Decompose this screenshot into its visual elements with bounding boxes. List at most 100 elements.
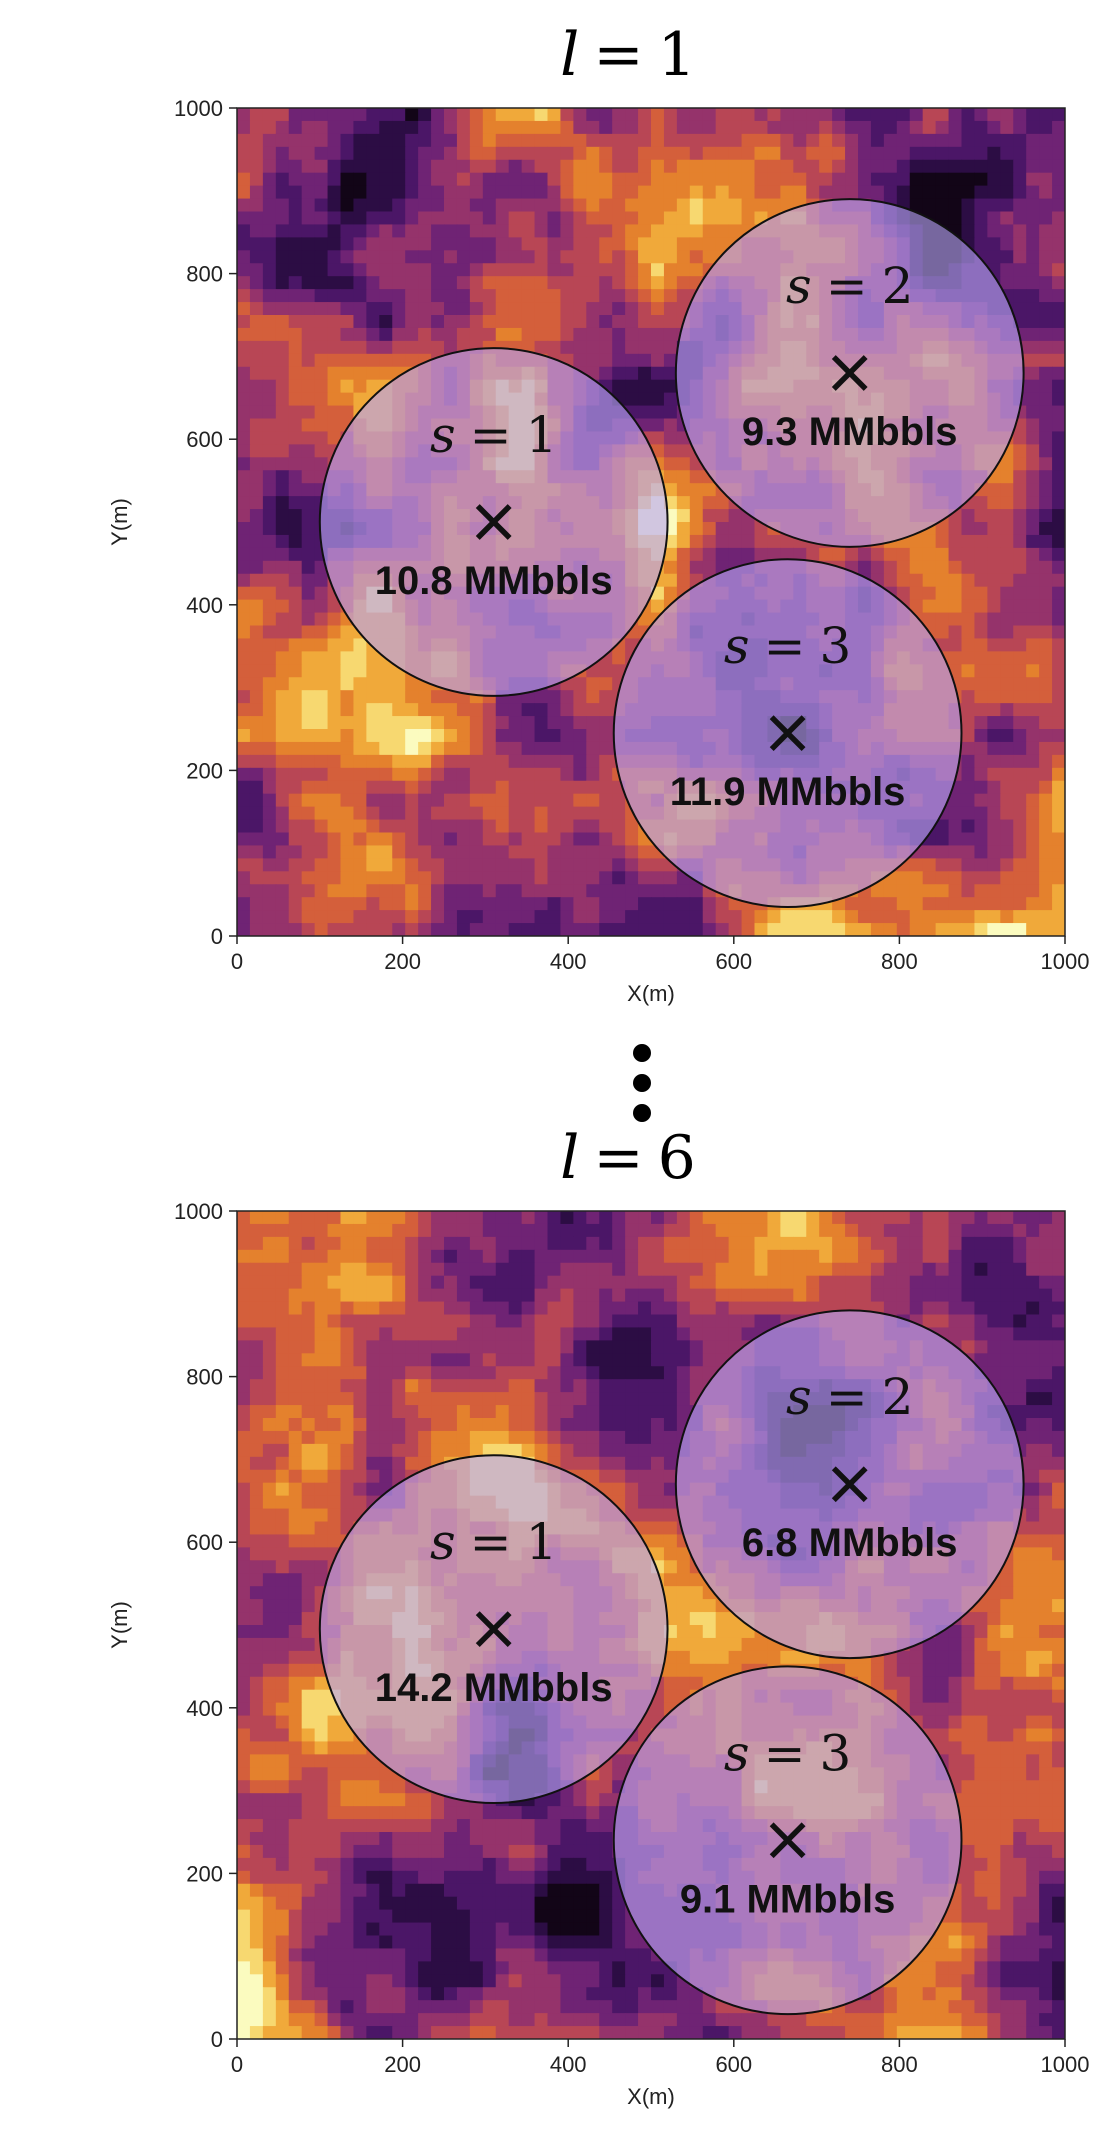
heatmap-cell (508, 1262, 523, 1277)
heatmap-cell (948, 1314, 963, 1328)
heatmap-cell (612, 366, 626, 381)
heatmap-cell (275, 625, 290, 639)
heatmap-cell (573, 1249, 587, 1264)
heatmap-cell (288, 289, 303, 303)
heatmap-cell (534, 263, 549, 277)
heatmap-cell (651, 289, 665, 303)
heatmap-cell (495, 1262, 510, 1277)
heatmap-cell (469, 1288, 484, 1303)
heatmap-cell (456, 1211, 471, 1225)
heatmap-cell (314, 1236, 329, 1251)
heatmap-cell (987, 211, 1001, 225)
heatmap-cell (599, 340, 613, 355)
heatmap-cell (327, 250, 342, 264)
heatmap-cell (547, 211, 561, 225)
heatmap-cell (495, 211, 510, 225)
heatmap-cell (987, 133, 1001, 148)
heatmap-cell (340, 1288, 354, 1303)
heatmap-cell (612, 664, 626, 678)
heatmap-cell (288, 754, 303, 769)
heatmap-cell (508, 806, 523, 821)
heatmap-cell (353, 806, 367, 821)
heatmap-cell (262, 767, 277, 782)
heatmap-cell (858, 1249, 872, 1264)
heatmap-cell (456, 741, 471, 756)
heatmap-cell (495, 315, 510, 329)
heatmap-cell (495, 327, 510, 342)
heatmap-cell (392, 289, 406, 303)
heatmap-cell (780, 1211, 794, 1225)
heatmap-cell (974, 754, 988, 769)
heatmap-cell (1013, 496, 1027, 510)
heatmap-cell (366, 754, 380, 769)
heatmap-cell (353, 729, 367, 743)
heatmap-cell (806, 1288, 820, 1303)
heatmap-cell (262, 263, 277, 277)
heatmap-cell (1026, 211, 1040, 225)
heatmap-cell (715, 237, 730, 251)
heatmap-cell (508, 729, 523, 743)
heatmap-cell (663, 327, 678, 342)
heatmap-cell (392, 120, 406, 135)
heatmap-cell (702, 108, 717, 122)
heatmap-cell (663, 198, 678, 213)
heatmap-cell (599, 289, 613, 303)
heatmap-cell (948, 819, 963, 834)
heatmap-cell (625, 1353, 639, 1367)
heatmap-cell (896, 185, 911, 200)
heatmap-cell (534, 302, 549, 316)
heatmap-cell (599, 1327, 613, 1341)
heatmap-cell (870, 1275, 885, 1290)
heatmap-cell (1052, 534, 1065, 549)
heatmap-cell (612, 1288, 626, 1303)
heatmap-cell (392, 1327, 406, 1341)
heatmap-cell (418, 224, 432, 238)
heatmap-cell (922, 146, 937, 161)
heatmap-cell (651, 263, 665, 277)
heatmap-cell (741, 211, 756, 225)
heatmap-cell (482, 703, 497, 717)
heatmap-cell (858, 185, 872, 200)
heatmap-cell (586, 767, 600, 782)
y-axis-label: Y(m) (107, 498, 132, 546)
heatmap-cell (780, 120, 794, 135)
heatmap-cell (625, 289, 639, 303)
heatmap-cell (689, 470, 704, 484)
heatmap-cell (676, 211, 691, 225)
heatmap-cell (456, 716, 471, 730)
heatmap-cell (288, 315, 303, 329)
heatmap-cell (353, 353, 367, 368)
heatmap-cell (560, 1353, 574, 1367)
marker-stroke (831, 355, 868, 391)
heatmap-cell (379, 832, 393, 846)
heatmap-cell (832, 547, 846, 562)
heatmap-cell (702, 172, 717, 187)
heatmap-cell (1000, 133, 1014, 148)
heatmap-cell (961, 1236, 975, 1251)
heatmap-cell (987, 664, 1001, 678)
heatmap-cell (366, 159, 380, 174)
heatmap-cell (405, 767, 419, 782)
heatmap-cell (456, 1288, 471, 1303)
heatmap-cell (249, 1249, 264, 1264)
heatmap-cell (431, 250, 445, 264)
heatmap-cell (288, 845, 303, 859)
heatmap-cell (806, 159, 820, 174)
heatmap-cell (392, 250, 406, 264)
heatmap-cell (1013, 1262, 1027, 1277)
heatmap-cell (845, 1211, 859, 1225)
heatmap-cell (974, 1249, 988, 1264)
heatmap-cell (625, 1366, 639, 1380)
heatmap-cell (663, 483, 678, 497)
heatmap-cell (301, 1327, 316, 1341)
heatmap-cell (405, 172, 419, 187)
heatmap-cell (237, 444, 251, 458)
heatmap-cell (495, 120, 510, 135)
heatmap-cell (405, 1236, 419, 1251)
heatmap-cell (1039, 819, 1053, 834)
heatmap-cell (560, 806, 574, 821)
heatmap-cell (961, 1223, 975, 1238)
heatmap-cell (366, 120, 380, 135)
heatmap-cell (987, 612, 1001, 627)
